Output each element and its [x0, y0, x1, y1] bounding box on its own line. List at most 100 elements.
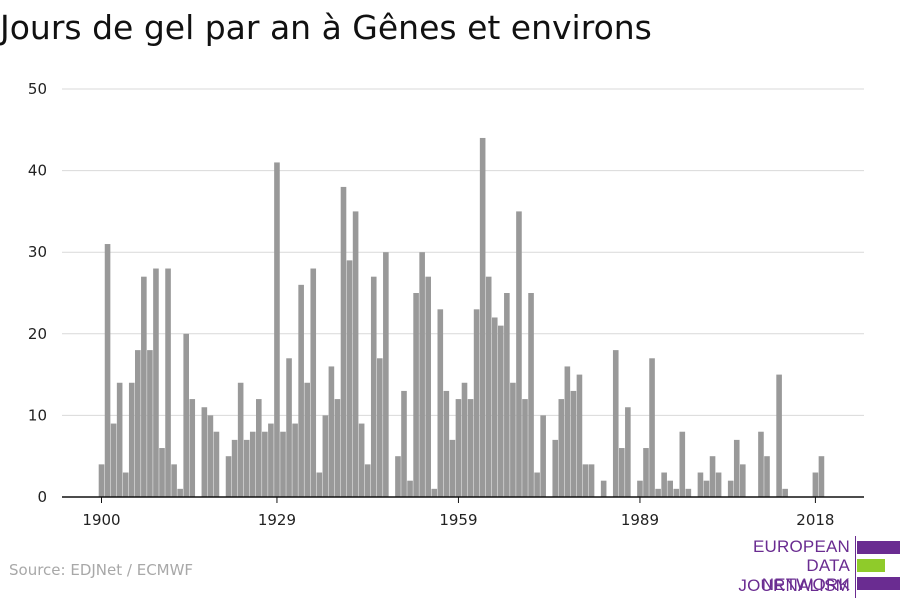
bar: [667, 480, 673, 497]
bar: [528, 293, 534, 497]
bar: [310, 268, 317, 497]
bar: [588, 464, 595, 497]
logo-line-2: DATA JOURNALISM: [738, 556, 850, 595]
bar: [249, 431, 256, 497]
bar: [740, 464, 746, 497]
bar: [370, 276, 377, 497]
bar: [413, 293, 419, 497]
bar: [322, 415, 329, 497]
bar: [104, 244, 111, 497]
bar: [153, 268, 159, 497]
bar: [165, 268, 171, 497]
y-tick-label: 20: [28, 325, 47, 343]
bar: [147, 350, 153, 497]
bar: [292, 423, 298, 497]
edjnet-logo: EUROPEAN DATA JOURNALISM NETWORK: [700, 536, 900, 598]
logo-bar-purple-top: [857, 541, 900, 554]
bar: [141, 276, 147, 497]
bar: [286, 358, 292, 497]
bar: [437, 309, 444, 497]
bar: [764, 456, 770, 497]
bar: [237, 382, 244, 497]
bar: [298, 284, 304, 497]
bar: [661, 472, 667, 497]
bar: [358, 423, 365, 497]
source-note: Source: EDJNet / ECMWF: [9, 561, 194, 579]
bar: [564, 366, 571, 497]
bar: [352, 211, 359, 497]
bar: [703, 480, 710, 497]
bar: [280, 431, 286, 497]
bar: [256, 399, 262, 497]
bar: [673, 488, 680, 497]
bar: [346, 260, 353, 497]
x-tick-label: 1959: [439, 511, 477, 529]
y-tick-label: 10: [28, 406, 47, 424]
y-tick-label: 50: [28, 80, 47, 98]
bar: [637, 480, 643, 497]
x-tick-label: 1929: [258, 511, 296, 529]
x-tick-label: 1989: [621, 511, 659, 529]
bar: [818, 456, 825, 497]
bar: [364, 464, 371, 497]
bar: [619, 448, 625, 497]
bar: [510, 382, 516, 497]
bar: [461, 382, 468, 497]
x-tick-label: 1900: [82, 511, 120, 529]
logo-bar-purple-bottom: [857, 577, 900, 590]
bar: [268, 423, 274, 497]
bar: [425, 276, 431, 497]
bar: [334, 399, 341, 497]
bar: [655, 488, 661, 497]
bar: [697, 472, 704, 497]
bar: [625, 407, 631, 497]
bar: [776, 374, 782, 497]
logo-divider: [855, 536, 856, 598]
bar: [407, 480, 413, 497]
y-tick-label: 40: [28, 162, 47, 180]
bar: [570, 390, 577, 497]
bar: [98, 464, 105, 497]
bar: [328, 366, 335, 497]
bar: [340, 186, 347, 498]
bar: [213, 431, 220, 497]
x-tick-label: 2018: [796, 511, 834, 529]
bar: [534, 472, 540, 497]
bar: [443, 390, 450, 497]
bar: [122, 472, 129, 497]
bar: [504, 293, 510, 497]
bar: [110, 423, 117, 497]
bar: [159, 448, 165, 497]
bar: [685, 488, 692, 497]
bar: [679, 431, 686, 497]
bar: [643, 448, 649, 497]
bar: [183, 333, 189, 497]
logo-line-3: NETWORK: [761, 575, 850, 594]
bar: [316, 472, 323, 497]
bar: [552, 439, 559, 497]
bar: [540, 415, 546, 497]
bar: [733, 439, 740, 497]
bar: [449, 439, 456, 497]
bar: [401, 390, 407, 497]
bar: [782, 488, 788, 497]
logo-bar-green: [857, 559, 885, 572]
bar: [207, 415, 214, 497]
bar: [377, 358, 383, 497]
bar: [479, 137, 486, 497]
bar: [395, 456, 401, 497]
bar: [455, 399, 462, 497]
bar: [522, 399, 528, 497]
chart-title: Jours de gel par an à Gênes et environs: [0, 8, 652, 47]
bar: [431, 488, 438, 497]
bar: [709, 456, 716, 497]
y-tick-label: 0: [37, 488, 47, 506]
bar: [600, 480, 607, 497]
bar: [171, 464, 177, 497]
bar: [812, 472, 819, 497]
bar: [727, 480, 734, 497]
bar: [189, 399, 196, 497]
bar: [243, 439, 250, 497]
logo-line-1: EUROPEAN: [752, 537, 850, 556]
